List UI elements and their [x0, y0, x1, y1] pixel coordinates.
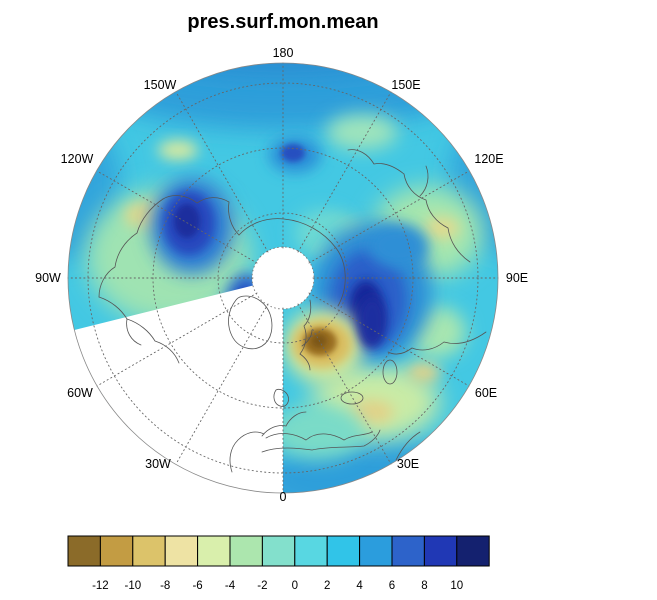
colorbar-tick-label: -12 [92, 580, 109, 592]
coastline-japan [419, 165, 429, 197]
colorbar-box [359, 535, 393, 567]
colorbar-box [456, 535, 490, 567]
lon-label-150E: 150E [391, 78, 420, 92]
plot-title: pres.surf.mon.mean [187, 11, 378, 33]
meridian-line [96, 170, 258, 264]
contour-shade [408, 362, 440, 382]
latitude-circle [152, 147, 414, 409]
colorbar-box [229, 535, 263, 567]
coastline-uk [273, 388, 289, 407]
lon-label-120E: 120E [474, 152, 503, 166]
pole-hole [251, 246, 315, 310]
meridian-line [297, 91, 392, 253]
lon-label-30E: 30E [397, 457, 419, 471]
contour-shade [281, 144, 305, 162]
coastline [98, 198, 164, 298]
coastline-mediterranean [265, 431, 373, 441]
colorbar-box [132, 535, 166, 567]
contour-shade [424, 217, 460, 239]
colorbar-box [326, 535, 361, 567]
graticule [67, 62, 499, 494]
lon-label-180: 180 [273, 46, 294, 60]
coastline [126, 318, 142, 346]
coastline [299, 299, 312, 371]
coastline [238, 218, 346, 307]
colorbar-box [99, 535, 134, 567]
coastline [301, 329, 313, 347]
colorbar-tick-labels: -12 -10 -8 -6 -4 -2 0 2 4 6 8 10 [92, 580, 463, 592]
coastline-caspian [382, 359, 398, 385]
colorbar-box [164, 535, 199, 567]
colorbar-tick-label: -6 [192, 580, 202, 592]
meridian-line [175, 303, 269, 465]
meridian-line [308, 170, 470, 264]
longitude-labels: 180 150W 120W 90W 60W 30W 0 30E 60E 90E … [35, 46, 528, 504]
meridian-line [96, 292, 258, 387]
coastline-mediterranean [261, 429, 381, 453]
lon-label-0: 0 [280, 490, 287, 504]
lon-label-30W: 30W [145, 457, 171, 471]
colorbar-box [391, 535, 425, 567]
contour-shade [368, 224, 428, 268]
colorbar: -12 -10 -8 -6 -4 -2 0 2 4 6 8 10 [67, 535, 490, 592]
meridian-line [297, 303, 392, 465]
missing-data-sector [74, 278, 284, 493]
coastline [261, 411, 307, 437]
lon-label-150W: 150W [144, 78, 177, 92]
coastline-africa [229, 431, 265, 473]
map-boundary [67, 62, 499, 494]
colorbar-tick-label: -4 [225, 580, 236, 592]
lon-label-90E: 90E [506, 271, 528, 285]
colorbar-box [67, 535, 101, 567]
colorbar-tick-label: 6 [389, 580, 395, 592]
colorbar-tick-label: -8 [160, 580, 170, 592]
coastline [98, 296, 180, 364]
positive-anomaly-west [174, 204, 200, 238]
coastline [395, 431, 421, 461]
coastlines [98, 149, 487, 473]
colorbar-box [197, 535, 231, 567]
colorbar-box [294, 535, 328, 567]
colorbar-tick-label: 0 [292, 580, 298, 592]
coastline [347, 149, 405, 175]
coastline [387, 331, 487, 355]
lon-label-90W: 90W [35, 271, 61, 285]
lon-label-120W: 120W [61, 152, 94, 166]
coastline-greenland [228, 295, 273, 350]
meridian-line [175, 91, 269, 253]
colorbar-tick-label: 4 [356, 580, 363, 592]
contour-shade [272, 404, 364, 460]
contour-shade [350, 400, 394, 424]
coastline [403, 173, 471, 263]
colorbar-box [261, 535, 296, 567]
contour-shade [158, 140, 198, 160]
colorbar-tick-label: 10 [450, 580, 463, 592]
coastline-black-sea [340, 391, 364, 405]
colorbar-tick-label: -2 [257, 580, 267, 592]
lon-label-60W: 60W [67, 386, 93, 400]
colorbar-tick-label: -10 [124, 580, 141, 592]
meridian-line [308, 292, 470, 387]
lon-label-60E: 60E [475, 386, 497, 400]
coastline [162, 195, 240, 236]
contour-shade [326, 114, 398, 150]
colorbar-tick-label: 8 [421, 580, 427, 592]
colorbar-box [423, 535, 458, 567]
positive-anomaly-east [358, 296, 386, 348]
colorbar-tick-label: 2 [324, 580, 330, 592]
